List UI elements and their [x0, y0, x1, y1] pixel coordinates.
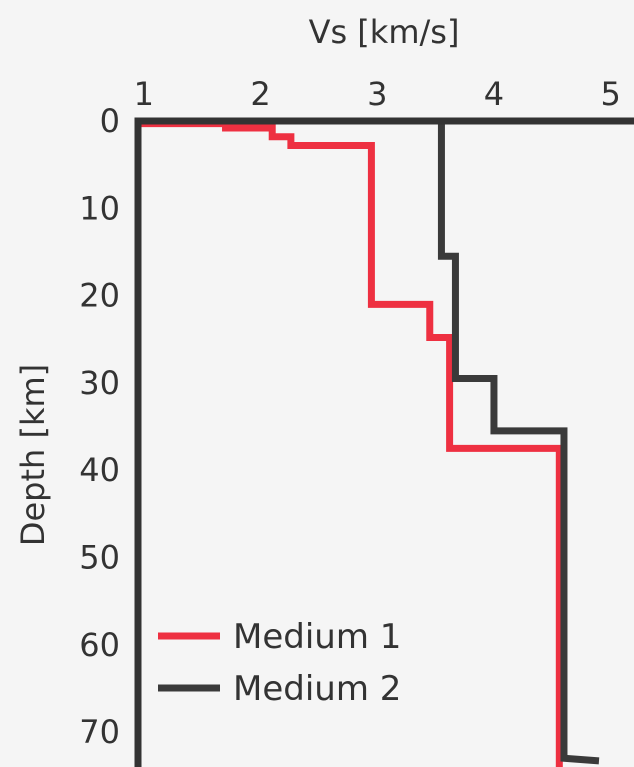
- x-tick-labels: 1 2 3 4 5: [134, 75, 621, 113]
- series-line-2: [437, 121, 600, 765]
- x-tick-label: 3: [367, 75, 387, 113]
- series-lines: [134, 120, 600, 767]
- y-tick-label: 40: [79, 451, 120, 489]
- x-tick-label: 4: [484, 75, 504, 113]
- x-tick-label: 1: [134, 75, 154, 113]
- legend-label: Medium 1: [233, 617, 401, 657]
- y-tick-label: 50: [79, 538, 120, 576]
- axes: [134, 117, 634, 767]
- y-tick-label: 70: [79, 713, 120, 751]
- x-tick-label: 5: [600, 75, 620, 113]
- legend-label: Medium 2: [233, 669, 401, 709]
- y-tick-label: 0: [100, 102, 120, 140]
- legend: Medium 1 Medium 2: [158, 617, 401, 709]
- y-tick-label: 30: [79, 364, 120, 402]
- y-tick-label: 60: [79, 626, 120, 664]
- y-tick-labels: 0 10 20 30 40 50 60 70: [79, 102, 120, 751]
- x-tick-label: 2: [250, 75, 270, 113]
- y-tick-label: 10: [79, 189, 120, 227]
- x-axis-title: Vs [km/s]: [309, 13, 460, 51]
- y-tick-label: 20: [79, 277, 120, 315]
- y-axis-title: Depth [km]: [14, 364, 52, 546]
- series-line-1: [134, 120, 563, 767]
